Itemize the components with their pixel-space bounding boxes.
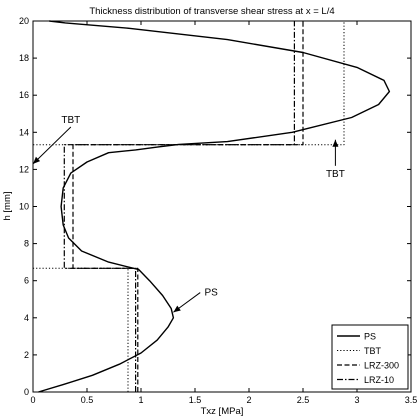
x-axis: 0 0.5 1 1.5 2 2.5 3 3.5: [30, 21, 417, 405]
y-tick-label: 12: [19, 164, 29, 174]
y-tick-label: 2: [24, 350, 29, 360]
x-tick-label: 3.5: [405, 395, 418, 405]
y-tick-label: 14: [19, 127, 29, 137]
y-tick-label: 8: [24, 239, 29, 249]
annotation-label: TBT: [326, 169, 345, 180]
y-tick-label: 18: [19, 53, 29, 63]
y-tick-label: 10: [19, 202, 29, 212]
legend-entry: PS: [364, 332, 376, 342]
annotation-arrow-head: [33, 156, 41, 164]
x-tick-label: 2: [246, 395, 251, 405]
series-lrz-300: [72, 21, 304, 392]
x-tick-label: 0: [30, 395, 35, 405]
series-tbt: [32, 21, 345, 392]
chart-title: Thickness distribution of transverse she…: [89, 6, 334, 17]
annotation-label: PS: [205, 288, 219, 299]
x-tick-label: 3: [354, 395, 359, 405]
legend: PS TBT LRZ-300 LRZ-10: [331, 324, 409, 390]
y-tick-label: 16: [19, 90, 29, 100]
series-lrz-10: [63, 21, 295, 392]
annotation-label: TBT: [61, 115, 80, 126]
x-tick-label: 0.5: [81, 395, 94, 405]
y-axis: 0 2 4 6 8 10 12 14 16 18 20: [19, 16, 411, 397]
x-tick-label: 1: [138, 395, 143, 405]
annotation-arrow-head: [173, 305, 181, 313]
series-ps: [38, 20, 391, 393]
y-tick-label: 6: [24, 276, 29, 286]
legend-entry: LRZ-10: [364, 375, 394, 385]
x-axis-label: Txz [MPa]: [201, 406, 244, 417]
annotation-arrow-head: [332, 139, 339, 147]
x-tick-label: 2.5: [297, 395, 310, 405]
annotation-arrow-line: [32, 126, 72, 165]
legend-entry: TBT: [364, 346, 382, 356]
y-tick-label: 20: [19, 16, 29, 26]
series-layer: [32, 20, 391, 393]
y-tick-label: 4: [24, 313, 29, 323]
y-tick-label: 0: [24, 387, 29, 397]
annotation-layer: TBT TBT PS: [32, 115, 345, 313]
x-tick-label: 1.5: [189, 395, 202, 405]
y-axis-label: h [mm]: [2, 191, 13, 220]
legend-entry: LRZ-300: [364, 361, 399, 371]
